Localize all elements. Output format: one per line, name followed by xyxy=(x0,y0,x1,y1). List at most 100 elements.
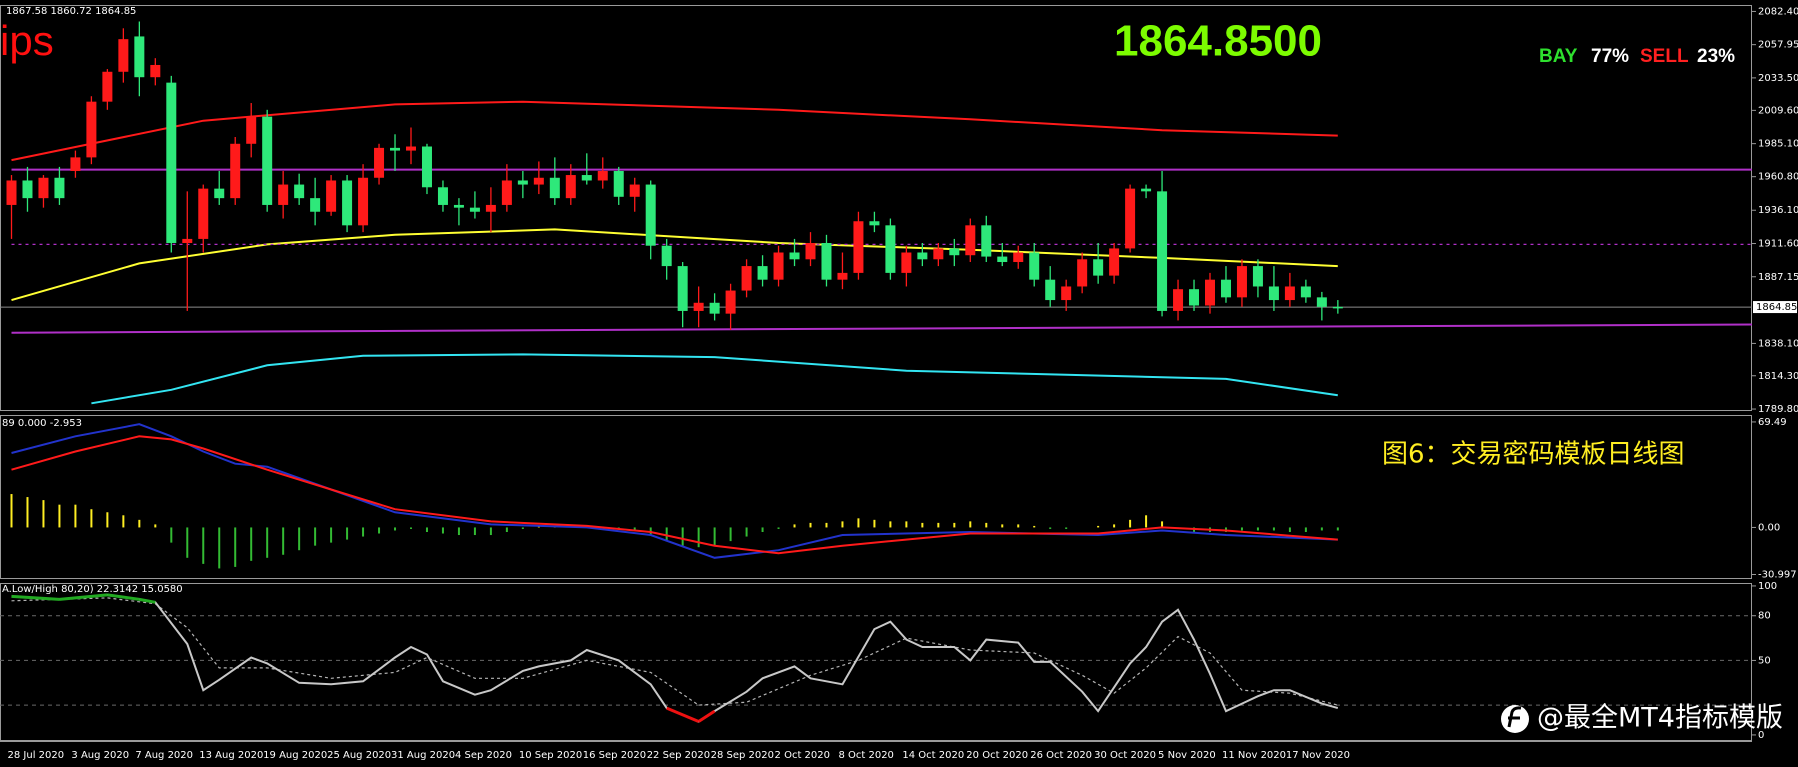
x-tick-label: 13 Aug 2020 xyxy=(199,750,263,761)
candle-body xyxy=(1109,248,1120,276)
candle-body xyxy=(198,188,209,239)
y-tick-label: 69.49 xyxy=(1758,417,1787,428)
x-tick-label: 8 Oct 2020 xyxy=(838,750,893,761)
candle-body xyxy=(629,184,640,197)
x-tick-label: 14 Oct 2020 xyxy=(902,750,964,761)
x-tick-label: 20 Oct 2020 xyxy=(966,750,1028,761)
y-tick-label: 1789.80 xyxy=(1758,404,1798,415)
zone-segment xyxy=(139,597,156,604)
candle-body xyxy=(1252,266,1263,287)
sentiment-label: BAY xyxy=(1539,46,1578,67)
candle-body xyxy=(965,225,976,256)
y-tick-label: 2033.50 xyxy=(1758,73,1798,84)
candle-body xyxy=(933,248,944,260)
candle-body xyxy=(118,39,129,72)
zone-segment xyxy=(59,593,108,601)
candle-body xyxy=(741,266,752,291)
candle-body xyxy=(1045,279,1056,301)
candle-body xyxy=(565,175,576,199)
candle-body xyxy=(1205,279,1215,306)
y-tick-label: 1887.15 xyxy=(1758,272,1798,283)
candle-body xyxy=(453,204,464,208)
candle-body xyxy=(230,143,241,199)
price-info: 1867.58 1860.72 1864.85 xyxy=(6,6,136,17)
y-tick-label: -30.997 xyxy=(1758,570,1797,581)
candle-body xyxy=(38,177,49,199)
candle-body xyxy=(1093,259,1104,276)
y-tick-label: 0.00 xyxy=(1758,522,1780,533)
candle-body xyxy=(981,225,992,257)
candle-body xyxy=(1332,306,1343,309)
candle-body xyxy=(1236,266,1247,298)
candle-body xyxy=(1013,252,1024,263)
watermark-logo-glyph xyxy=(1507,706,1522,728)
candle-body xyxy=(150,64,161,78)
indicator-line xyxy=(11,100,1338,162)
candle-body xyxy=(1316,297,1327,307)
x-tick-label: 5 Nov 2020 xyxy=(1158,750,1216,761)
x-tick-label: 4 Sep 2020 xyxy=(455,750,512,761)
y-tick-label: 2057.95 xyxy=(1758,40,1798,51)
y-tick-label: 80 xyxy=(1758,611,1771,622)
candle-body xyxy=(278,184,289,205)
main-line xyxy=(11,593,1339,723)
candle-body xyxy=(1061,286,1072,301)
price-display: 1864.8500 xyxy=(1114,17,1322,66)
sentiment-label: SELL xyxy=(1640,46,1689,67)
plot-area xyxy=(0,21,1752,723)
candle-body xyxy=(885,225,896,273)
candle-body xyxy=(1189,289,1200,306)
stoch-info: A.Low/High 80,20) 22.3142 15.0580 xyxy=(2,584,183,595)
x-tick-label: 31 Aug 2020 xyxy=(391,750,455,761)
candle-body xyxy=(406,146,416,151)
candle-body xyxy=(1220,279,1231,298)
last-price-label: 1864.85 xyxy=(1756,302,1797,313)
zone-segment xyxy=(107,593,140,601)
candle-body xyxy=(549,177,560,199)
candle-body xyxy=(613,170,624,197)
x-tick-label: 11 Nov 2020 xyxy=(1222,750,1286,761)
candle-body xyxy=(901,252,912,273)
candle-body xyxy=(661,245,672,267)
y-tick-label: 1911.60 xyxy=(1758,239,1798,250)
indicator-line xyxy=(11,435,1338,555)
candle-body xyxy=(102,71,113,102)
candle-body xyxy=(421,146,432,188)
y-tick-label: 1960.80 xyxy=(1758,172,1798,183)
x-tick-label: 3 Aug 2020 xyxy=(71,750,129,761)
candle-body xyxy=(485,204,496,212)
candle-body xyxy=(805,242,816,260)
x-tick-label: 17 Nov 2020 xyxy=(1286,750,1350,761)
candle-body xyxy=(597,170,608,181)
stoch-panel-frame xyxy=(0,583,1752,741)
candle-body xyxy=(326,180,337,212)
candle-body xyxy=(262,116,273,205)
y-tick-label: 1838.10 xyxy=(1758,338,1798,349)
zone-segment xyxy=(697,709,716,723)
candle-body xyxy=(693,302,704,311)
indicator-line xyxy=(11,323,1752,334)
candle-body xyxy=(773,252,784,280)
candle-body xyxy=(310,198,321,212)
candle-body xyxy=(677,266,688,311)
candle-body xyxy=(294,184,305,199)
candle-body xyxy=(437,187,448,205)
x-tick-label: 19 Aug 2020 xyxy=(263,750,327,761)
candle-body xyxy=(757,266,768,280)
candle-body xyxy=(1125,188,1136,249)
candle-body xyxy=(1300,286,1311,298)
indicator-line xyxy=(91,353,1338,405)
candle-body xyxy=(501,180,512,205)
x-tick-label: 30 Oct 2020 xyxy=(1094,750,1156,761)
x-tick-label: 28 Jul 2020 xyxy=(8,750,65,761)
candle-body xyxy=(6,180,17,205)
sentiment-label: 77% xyxy=(1591,46,1629,67)
candle-body xyxy=(533,177,544,185)
candle-body xyxy=(374,147,385,178)
candle-body xyxy=(517,180,528,185)
candle-body xyxy=(1141,188,1152,192)
zone-segment xyxy=(11,594,60,601)
x-tick-label: 2 Oct 2020 xyxy=(775,750,830,761)
